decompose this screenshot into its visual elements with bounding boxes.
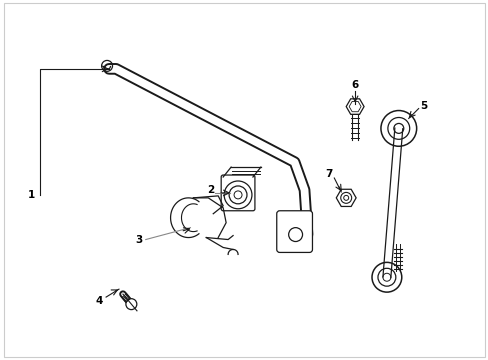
FancyBboxPatch shape (276, 211, 312, 252)
Text: 4: 4 (95, 296, 102, 306)
Circle shape (343, 195, 348, 201)
Text: 1: 1 (28, 190, 35, 200)
Circle shape (125, 299, 137, 310)
Text: 2: 2 (206, 185, 213, 195)
Text: 3: 3 (135, 234, 142, 244)
Text: 5: 5 (419, 100, 427, 111)
Text: 6: 6 (351, 80, 358, 90)
Text: 7: 7 (325, 169, 332, 179)
FancyBboxPatch shape (221, 175, 254, 211)
